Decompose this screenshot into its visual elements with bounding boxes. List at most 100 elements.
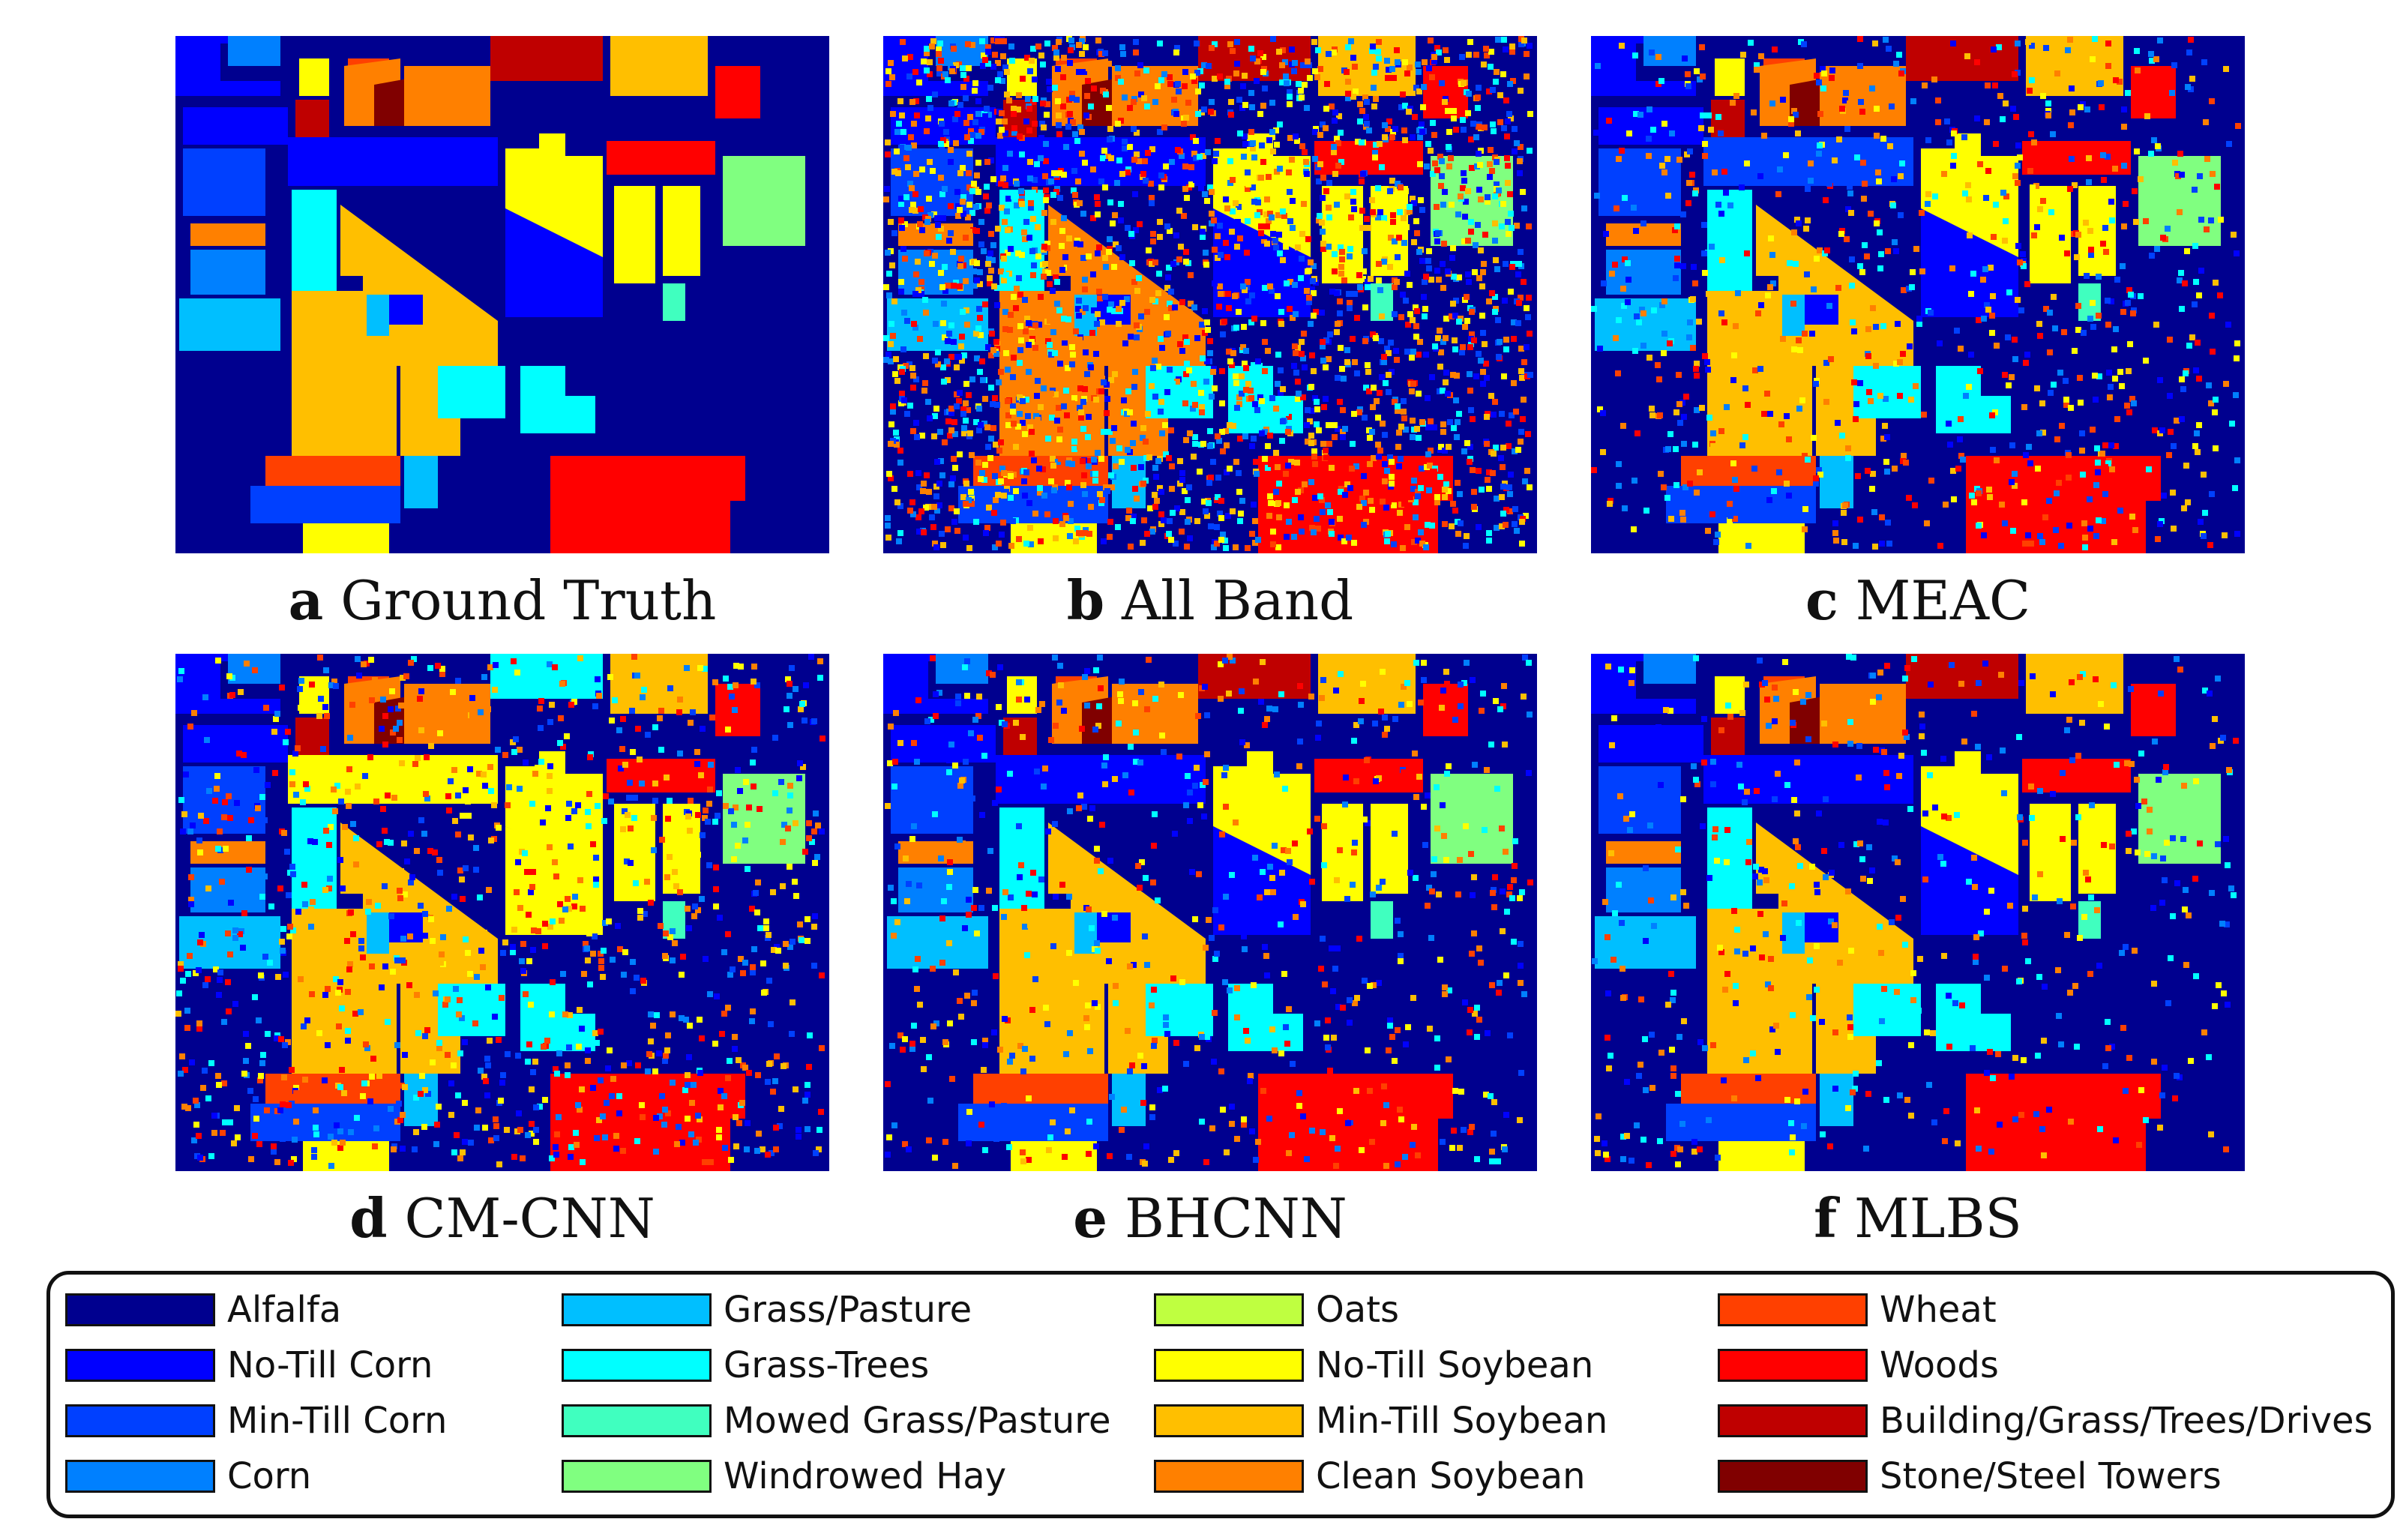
noise-pixel [2092,36,2098,42]
noise-pixel [1489,982,1495,988]
noise-pixel [695,1113,701,1119]
noise-pixel [670,928,676,934]
noise-pixel [1488,64,1494,70]
noise-pixel [1955,427,1961,433]
noise-pixel [1442,487,1448,493]
class-region-grass-pasture [404,456,438,508]
noise-pixel [665,1110,671,1116]
noise-pixel [1048,478,1054,484]
noise-pixel [586,930,592,936]
class-region-clean-soybean [190,841,265,864]
noise-pixel [541,1044,547,1050]
noise-pixel [225,979,231,985]
noise-pixel [1036,466,1042,472]
noise-pixel [1200,234,1206,240]
class-region-grass-trees [1707,190,1752,298]
noise-pixel [1402,1154,1408,1160]
noise-pixel [1149,261,1155,267]
noise-pixel [1141,1063,1147,1069]
noise-pixel [963,76,969,82]
noise-pixel [938,226,944,232]
noise-pixel [1030,272,1036,278]
noise-pixel [1682,55,1688,61]
noise-pixel [966,170,972,176]
noise-pixel [1137,62,1143,68]
noise-pixel [1359,208,1365,214]
noise-pixel [1257,111,1263,117]
noise-pixel [437,870,443,876]
noise-pixel [1158,184,1164,190]
noise-pixel [978,905,984,911]
noise-pixel [1200,441,1206,447]
noise-pixel [1970,271,1976,277]
noise-pixel [1020,76,1026,82]
class-region-grass-pasture [1074,912,1097,954]
noise-pixel [689,1100,695,1106]
noise-pixel [2210,349,2216,355]
noise-pixel [1721,319,1727,325]
noise-pixel [1120,51,1126,57]
noise-pixel [1154,110,1160,116]
noise-pixel [790,999,796,1005]
noise-pixel [1005,367,1011,373]
noise-pixel [235,1134,241,1140]
noise-pixel [628,860,634,866]
noise-pixel [750,760,756,766]
noise-pixel [1304,105,1310,111]
noise-pixel [1017,360,1023,366]
noise-pixel [400,1146,406,1152]
noise-pixel [1245,279,1251,285]
noise-pixel [500,950,506,956]
noise-pixel [1857,263,1863,269]
noise-pixel [1497,980,1503,986]
noise-pixel [2179,416,2185,422]
noise-pixel [1859,109,1865,115]
noise-pixel [1011,355,1017,361]
noise-pixel [1082,386,1088,392]
noise-pixel [1068,518,1074,524]
noise-pixel [1311,290,1317,296]
noise-pixel [1182,186,1188,192]
noise-pixel [1236,401,1242,407]
noise-pixel [1068,37,1074,43]
noise-pixel [1382,134,1388,140]
noise-pixel [2157,521,2163,527]
noise-pixel [1083,1015,1089,1021]
noise-pixel [385,1019,391,1025]
noise-pixel [1242,433,1248,439]
noise-pixel [984,208,990,214]
noise-pixel [1294,138,1300,144]
noise-pixel [1054,301,1060,307]
noise-pixel [2023,360,2029,366]
noise-pixel [1958,346,1964,352]
noise-pixel [644,879,650,885]
noise-pixel [1452,346,1458,352]
noise-pixel [1158,399,1164,405]
noise-pixel [1692,280,1698,286]
noise-pixel [1702,353,1708,359]
noise-pixel [1419,121,1425,127]
noise-pixel [688,720,694,726]
noise-pixel [418,817,424,823]
noise-pixel [1302,240,1308,246]
noise-pixel [432,849,438,855]
noise-pixel [936,70,942,76]
noise-pixel [688,1131,694,1137]
noise-pixel [564,733,570,739]
noise-pixel [664,1047,670,1053]
noise-pixel [1026,320,1032,326]
noise-pixel [1326,214,1332,220]
noise-pixel [2111,515,2117,521]
class-region-wheat [973,1074,1108,1104]
noise-pixel [1059,267,1065,273]
noise-pixel [1648,86,1654,92]
noise-pixel [1338,535,1344,541]
noise-pixel [2160,235,2166,241]
noise-pixel [1346,535,1352,541]
noise-pixel [942,288,948,294]
noise-pixel [984,525,990,531]
noise-pixel [1489,290,1495,296]
noise-pixel [1352,840,1358,846]
noise-pixel [733,1114,739,1120]
noise-pixel [1149,297,1155,303]
